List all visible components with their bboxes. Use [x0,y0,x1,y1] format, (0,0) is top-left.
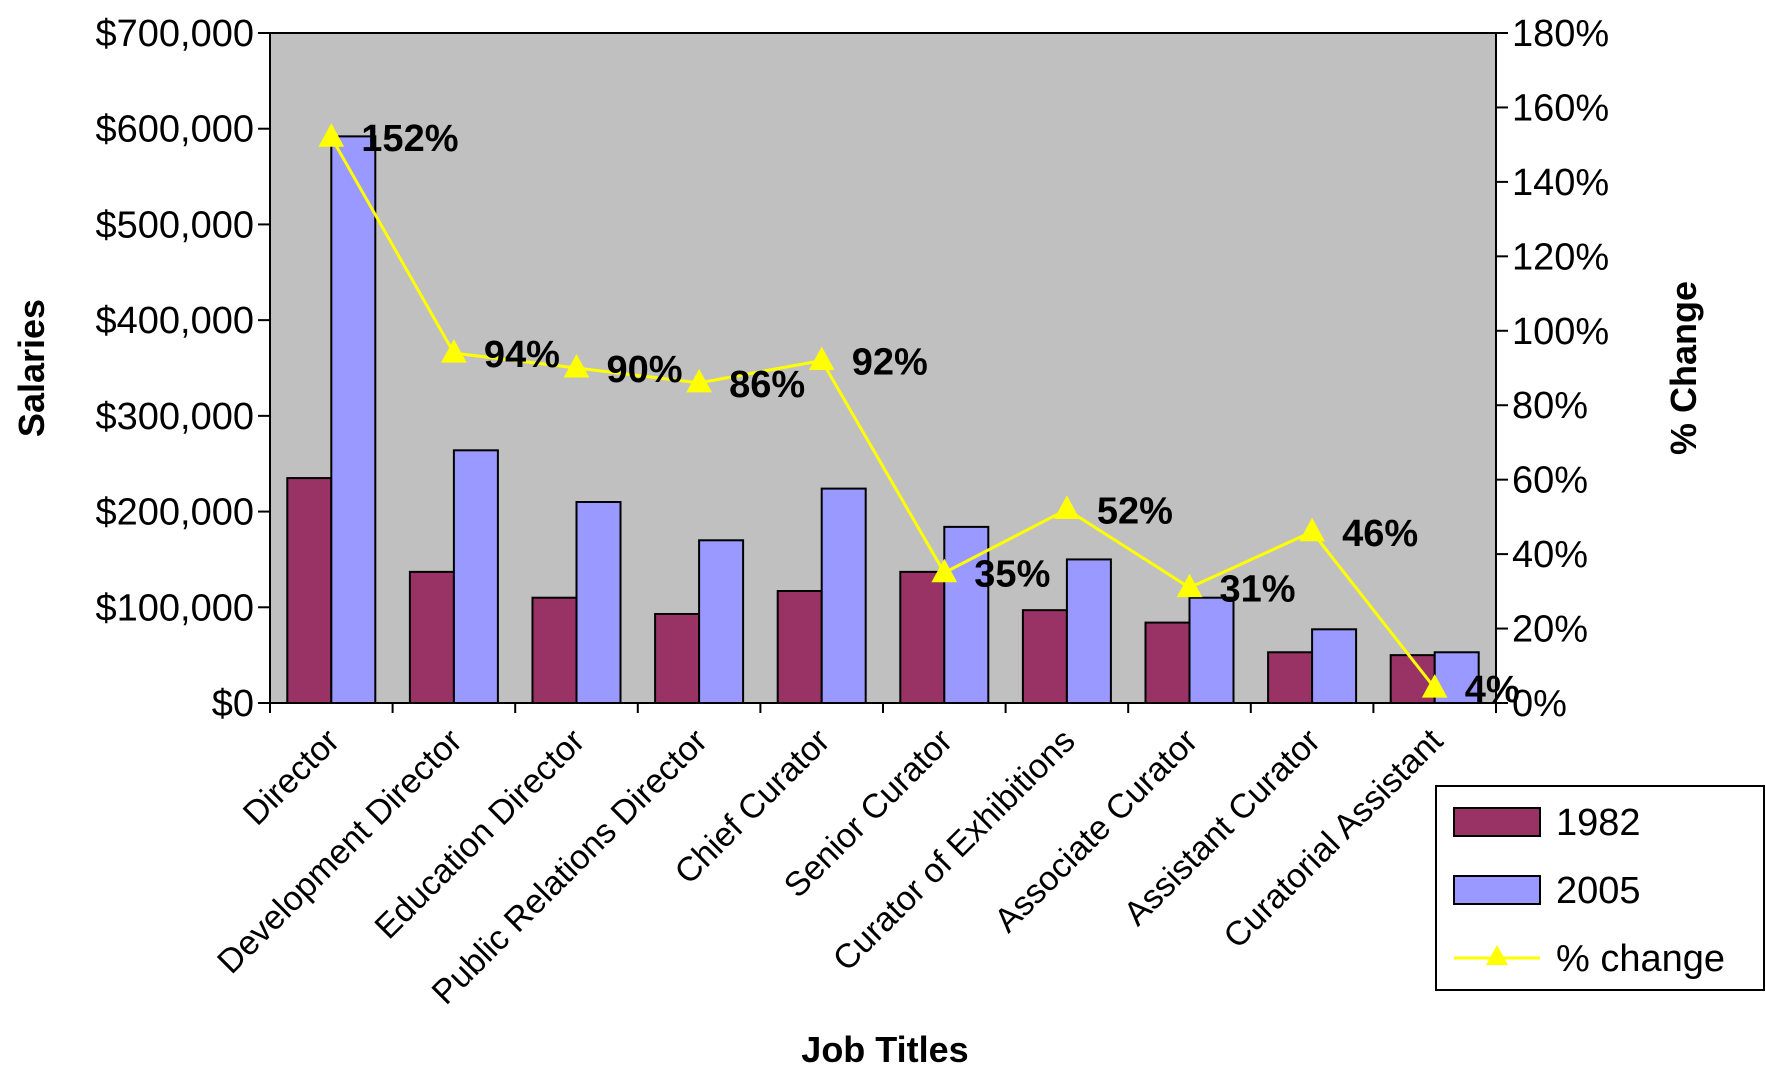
bar-2005-senior-curator [943,525,990,705]
percent-change-marker-director [318,123,345,147]
y2-tick-label: 120% [1512,236,1609,278]
legend-label-1982: 1982 [1556,802,1641,844]
x-tick-label-curatorial-assistant: Curatorial Assistant [1216,721,1450,955]
percent-change-label-curator-of-exhibitions: 52% [1097,490,1173,532]
percent-change-label-director: 152% [361,118,458,160]
y-tick-label: $0 [212,683,254,725]
percent-change-label-development-director: 94% [484,334,560,376]
x-tick-label-associate-curator: Associate Curator [987,722,1205,940]
bar-1982-development-director [408,570,455,704]
y2-axis-title: % Change [1663,281,1704,455]
percent-change-marker-chief-curator [808,346,835,371]
bar-2005-education-director [575,501,622,704]
percent-change-label-assistant-curator: 46% [1342,513,1418,555]
y2-tick-label: 100% [1512,311,1609,353]
y2-tick-label: 140% [1512,162,1609,204]
percent-change-marker-curatorial-assistant [1421,674,1448,698]
y-tick-label: $200,000 [96,492,255,534]
bar-1982-assistant-curator [1267,651,1314,704]
legend-swatch-2005 [1453,875,1541,905]
percent-change-label-senior-curator: 35% [974,554,1050,596]
legend-label-pct-change: % change [1556,938,1725,980]
bar-2005-chief-curator [820,487,867,704]
percent-change-line [329,136,1436,690]
bar-2005-director [330,135,377,705]
percent-change-marker-education-director [563,353,590,378]
percent-change-line-group: 152% 94% 90% 86% 92% 35% 52% 31% 46% 4% [318,118,1520,711]
y2-tick-label: 80% [1512,385,1588,427]
legend-swatch-1982 [1453,807,1541,837]
bar-2005-public-relations-director [698,539,745,704]
axes-group: $0 $100,000 $200,000 $300,000 $400,000 $500,0… [96,13,1610,725]
percent-change-label-education-director: 90% [607,349,683,391]
bar-1982-chief-curator [776,590,823,704]
y-tick-label: $500,000 [96,204,255,246]
x-tick-label-curator-of-exhibitions: Curator of Exhibitions [826,722,1083,979]
bar-1982-director [286,477,333,705]
y2-tick-label: 160% [1512,87,1609,129]
y-tick-label: $400,000 [96,300,255,342]
bar-1982-education-director [531,596,578,705]
percent-change-marker-senior-curator [931,558,958,583]
y2-tick-label: 180% [1512,13,1609,55]
y-tick-label: $300,000 [96,396,255,438]
bar-group [286,135,1480,705]
percent-change-marker-assistant-curator [1299,517,1325,542]
y-tick-label: $600,000 [96,109,255,151]
percent-change-label-public-relations-director: 86% [729,364,805,406]
x-tick-label-education-director: Education Director [368,722,593,947]
percent-change-label-curatorial-assistant: 4% [1465,669,1520,711]
percent-change-marker-curator-of-exhibitions [1054,495,1080,519]
x-axis-title: Job Titles [801,1029,968,1070]
bar-2005-development-director [452,449,499,705]
y2-tick-label: 60% [1512,460,1588,502]
legend-marker-pct-change [1486,945,1508,965]
percent-change-label-chief-curator: 92% [852,342,928,384]
bar-2005-assistant-curator [1311,628,1358,704]
y2-tick-label: 20% [1512,609,1588,651]
y2-tick-label: 0% [1512,683,1567,725]
legend-label-2005: 2005 [1556,870,1641,912]
y-axis-title: Salaries [11,299,52,437]
bar-1982-senior-curator [899,570,946,704]
legend: 1982 2005 % change [1435,785,1765,991]
bar-2005-curator-of-exhibitions [1065,558,1112,705]
x-tick-label-director: Director [236,722,347,833]
y-tick-label: $700,000 [96,13,255,55]
bar-2005-associate-curator [1188,596,1235,705]
percent-change-marker-public-relations-director [686,368,712,393]
bar-1982-public-relations-director [654,612,701,704]
y2-tick-label: 40% [1512,534,1588,576]
percent-change-marker-development-director [441,339,467,363]
bar-1982-curator-of-exhibitions [1021,609,1068,705]
x-tick-label-development-director: Development Director [210,722,469,981]
percent-change-label-associate-curator: 31% [1220,569,1296,611]
y-tick-label: $100,000 [96,587,255,629]
percent-change-marker-associate-curator [1176,573,1203,598]
bar-1982-associate-curator [1144,621,1191,704]
